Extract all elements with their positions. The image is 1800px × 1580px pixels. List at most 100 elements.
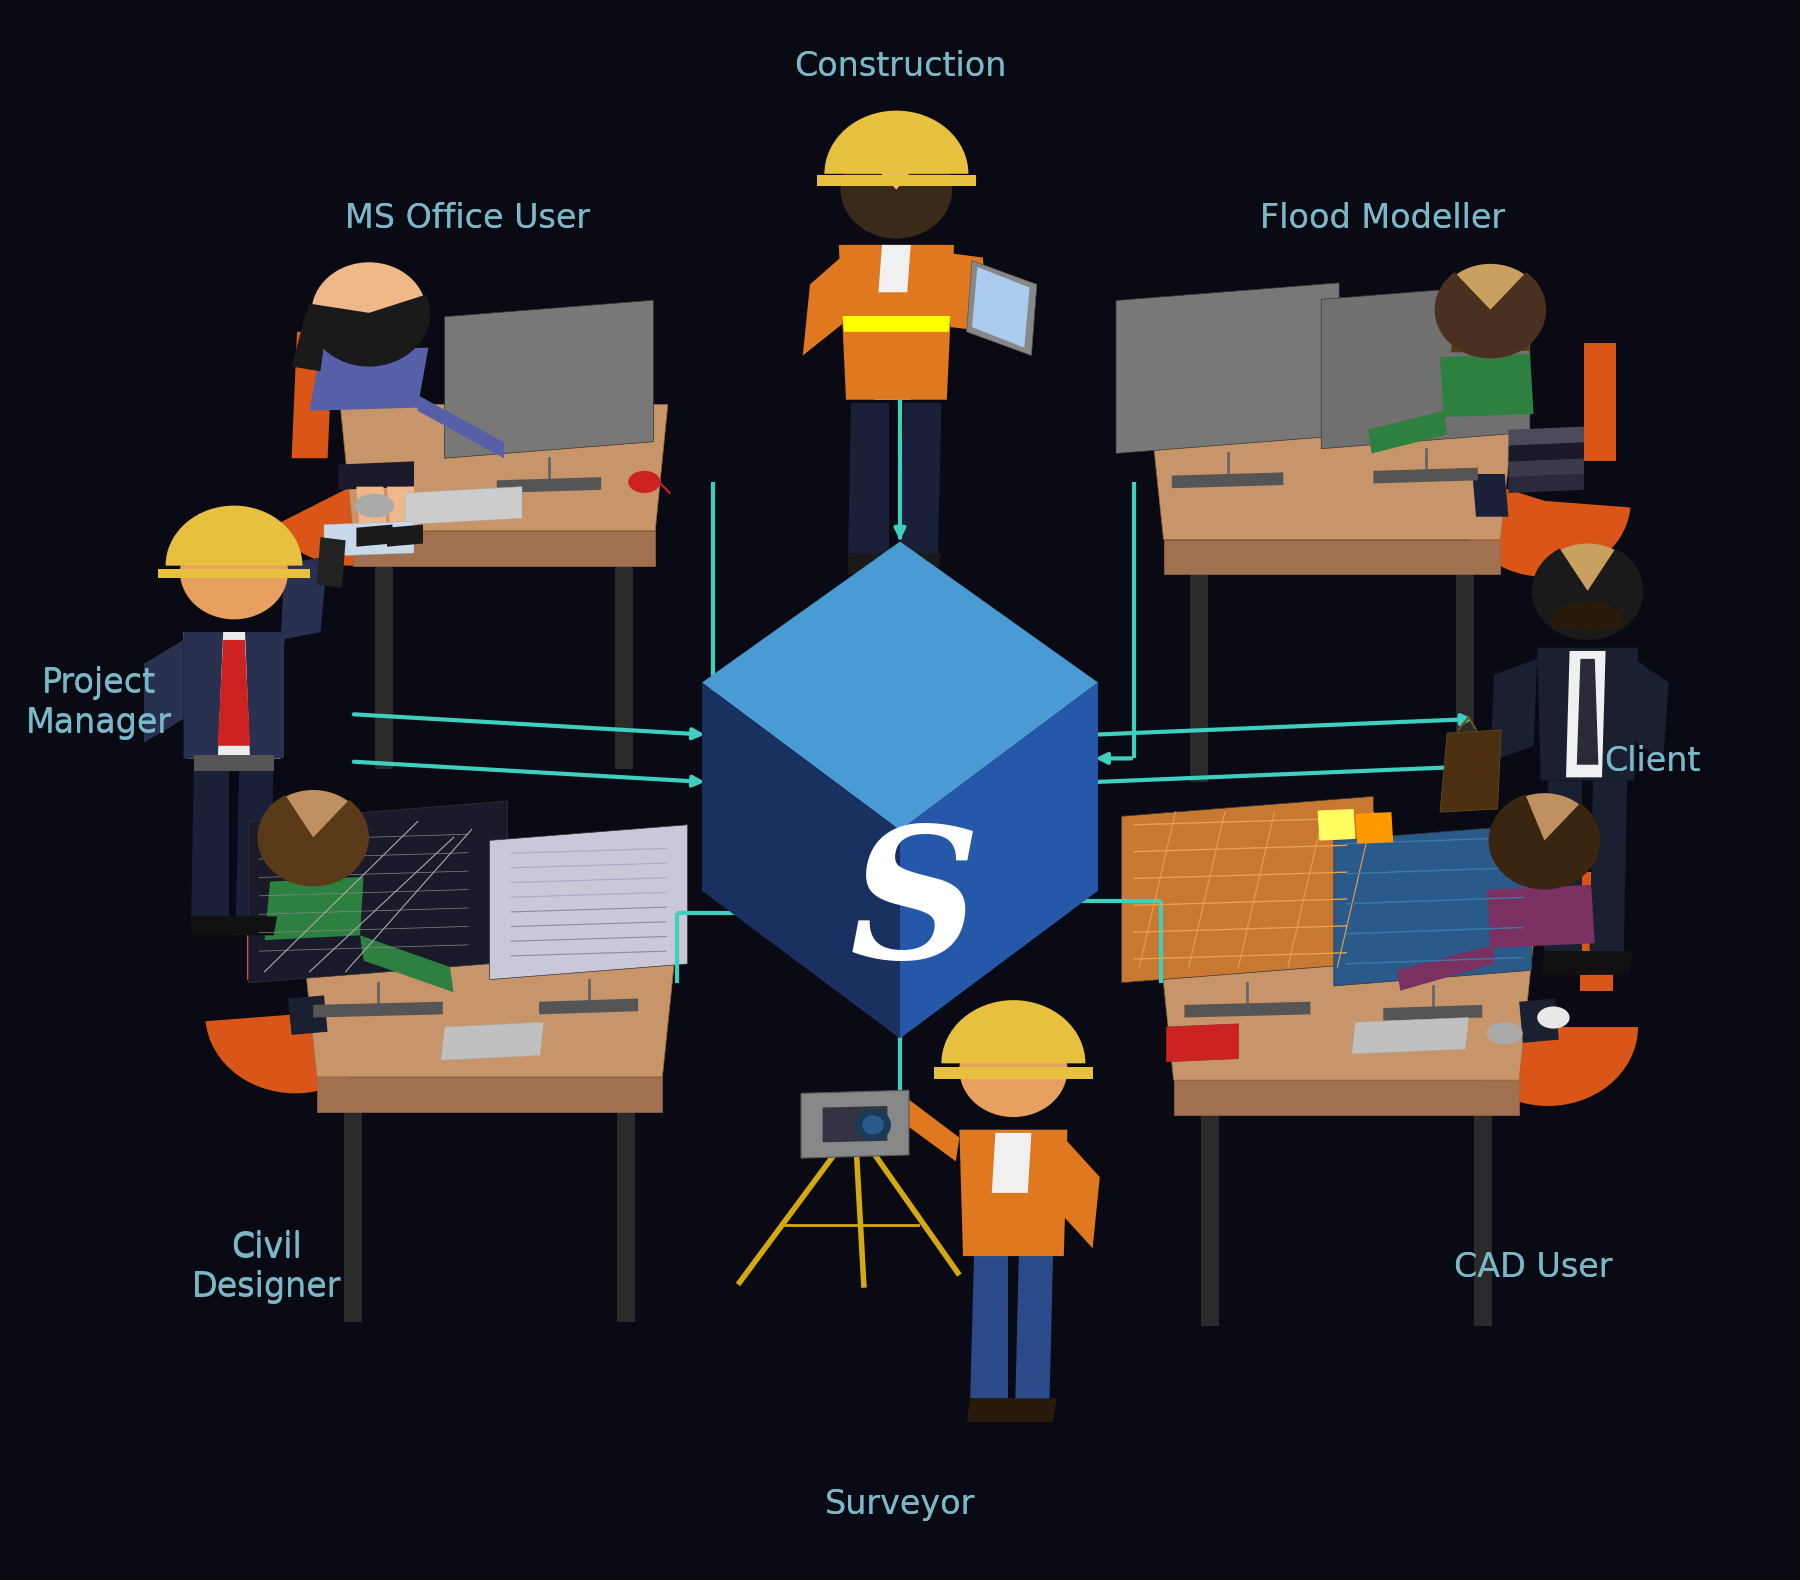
Polygon shape bbox=[801, 1090, 909, 1158]
Polygon shape bbox=[1166, 1024, 1238, 1062]
Text: MS Office User: MS Office User bbox=[346, 202, 590, 234]
Polygon shape bbox=[144, 640, 184, 743]
Wedge shape bbox=[257, 795, 369, 886]
Polygon shape bbox=[302, 939, 677, 1078]
Polygon shape bbox=[1010, 1398, 1057, 1422]
Ellipse shape bbox=[628, 471, 661, 493]
Polygon shape bbox=[616, 547, 634, 681]
Text: Flood Modeller: Flood Modeller bbox=[1260, 202, 1505, 234]
Circle shape bbox=[1534, 544, 1642, 638]
Polygon shape bbox=[1015, 1256, 1053, 1406]
Wedge shape bbox=[1458, 1013, 1638, 1106]
Polygon shape bbox=[1172, 472, 1283, 488]
Polygon shape bbox=[817, 175, 976, 186]
Wedge shape bbox=[941, 1000, 1085, 1063]
Polygon shape bbox=[1537, 648, 1638, 781]
Polygon shape bbox=[616, 635, 634, 769]
Polygon shape bbox=[1552, 611, 1624, 627]
Polygon shape bbox=[356, 525, 392, 547]
Polygon shape bbox=[1584, 951, 1633, 975]
Polygon shape bbox=[1519, 999, 1559, 1043]
Polygon shape bbox=[1190, 555, 1208, 689]
Ellipse shape bbox=[355, 495, 394, 518]
Polygon shape bbox=[1384, 1005, 1483, 1021]
Polygon shape bbox=[967, 1398, 1013, 1422]
Wedge shape bbox=[1435, 272, 1546, 359]
Polygon shape bbox=[1456, 648, 1474, 782]
Polygon shape bbox=[1321, 283, 1530, 449]
Wedge shape bbox=[308, 294, 430, 367]
Polygon shape bbox=[1334, 825, 1532, 986]
Polygon shape bbox=[967, 261, 1037, 356]
Polygon shape bbox=[839, 245, 954, 400]
Ellipse shape bbox=[1487, 1022, 1523, 1044]
Polygon shape bbox=[236, 758, 274, 924]
Polygon shape bbox=[1508, 458, 1584, 477]
Polygon shape bbox=[1589, 781, 1627, 959]
Polygon shape bbox=[317, 537, 346, 588]
Circle shape bbox=[1490, 793, 1598, 888]
Polygon shape bbox=[490, 825, 688, 980]
Text: Client: Client bbox=[1604, 746, 1701, 777]
Polygon shape bbox=[1318, 809, 1355, 841]
Text: Construction: Construction bbox=[794, 51, 1006, 82]
Polygon shape bbox=[1121, 796, 1373, 983]
Polygon shape bbox=[245, 632, 284, 758]
Circle shape bbox=[259, 790, 367, 885]
Polygon shape bbox=[248, 801, 508, 983]
Wedge shape bbox=[824, 111, 968, 174]
Polygon shape bbox=[265, 877, 364, 940]
Text: Flood Modeller: Flood Modeller bbox=[1260, 202, 1505, 234]
Polygon shape bbox=[1566, 651, 1606, 777]
Polygon shape bbox=[617, 1188, 635, 1322]
Polygon shape bbox=[1352, 1018, 1469, 1054]
Polygon shape bbox=[1397, 945, 1494, 991]
Polygon shape bbox=[387, 487, 418, 537]
Polygon shape bbox=[1440, 354, 1534, 417]
Polygon shape bbox=[1116, 283, 1339, 453]
Polygon shape bbox=[356, 487, 387, 537]
Polygon shape bbox=[1584, 343, 1616, 461]
Polygon shape bbox=[1150, 406, 1514, 540]
Wedge shape bbox=[166, 506, 302, 566]
Polygon shape bbox=[360, 935, 454, 992]
Polygon shape bbox=[900, 683, 1098, 1038]
Polygon shape bbox=[191, 758, 229, 924]
Polygon shape bbox=[1474, 1093, 1492, 1228]
Polygon shape bbox=[497, 477, 601, 493]
Polygon shape bbox=[823, 1106, 887, 1142]
Polygon shape bbox=[405, 487, 522, 525]
Polygon shape bbox=[1440, 730, 1501, 812]
Polygon shape bbox=[970, 1256, 1008, 1406]
Polygon shape bbox=[900, 403, 941, 561]
Polygon shape bbox=[184, 632, 284, 758]
Polygon shape bbox=[230, 916, 277, 935]
Polygon shape bbox=[702, 683, 900, 1038]
Polygon shape bbox=[617, 1090, 635, 1224]
Text: Project
Manager: Project Manager bbox=[25, 667, 173, 739]
Polygon shape bbox=[247, 861, 277, 980]
Wedge shape bbox=[841, 150, 952, 239]
Polygon shape bbox=[947, 253, 990, 332]
Polygon shape bbox=[1451, 325, 1530, 352]
Polygon shape bbox=[1190, 648, 1208, 782]
Circle shape bbox=[311, 262, 427, 363]
Polygon shape bbox=[317, 1078, 662, 1112]
Polygon shape bbox=[344, 1090, 362, 1224]
Polygon shape bbox=[842, 316, 950, 332]
Text: Surveyor: Surveyor bbox=[824, 1488, 976, 1520]
Text: CAD User: CAD User bbox=[1454, 1251, 1613, 1283]
Circle shape bbox=[959, 1022, 1067, 1117]
Polygon shape bbox=[324, 521, 414, 556]
Ellipse shape bbox=[1555, 602, 1620, 630]
Polygon shape bbox=[934, 1066, 1093, 1079]
Polygon shape bbox=[1508, 427, 1584, 446]
Polygon shape bbox=[353, 531, 655, 566]
Text: Client: Client bbox=[1604, 746, 1701, 777]
Circle shape bbox=[842, 142, 950, 237]
Polygon shape bbox=[1201, 1191, 1219, 1326]
Polygon shape bbox=[878, 245, 911, 292]
Text: Civil
Designer: Civil Designer bbox=[191, 1231, 342, 1303]
Polygon shape bbox=[313, 1002, 443, 1018]
Polygon shape bbox=[1373, 468, 1478, 483]
